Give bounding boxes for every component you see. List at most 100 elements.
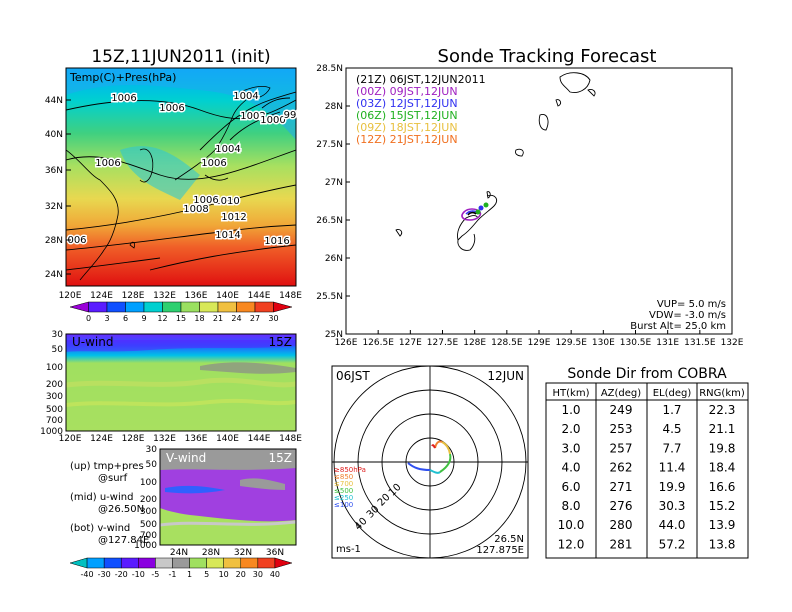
top-lat-label: 44N (45, 96, 63, 106)
v-wind-blue (165, 485, 225, 494)
isobar-label: 1006 (201, 158, 226, 169)
forecast-lat-label: 27.5N (316, 140, 343, 150)
isobar-label: 1014 (215, 230, 240, 241)
table-cell: 2.0 (561, 422, 580, 436)
top-lat-label: 36N (45, 166, 63, 176)
temp-colorbar-label: 24 (231, 314, 241, 323)
forecast-param: Burst Alt= 25.0 km (630, 321, 726, 332)
polar-alt-legend-entry: ≥850hPa (334, 466, 366, 474)
v-wind-lat-ticks: 24N 28N 32N 36N (170, 548, 284, 558)
v-lat-label: 36N (266, 548, 284, 558)
coastlines (66, 85, 271, 281)
v-wind-label: V-wind (166, 451, 206, 465)
wind-colorbar-swatch (223, 557, 242, 569)
u-wind-label: U-wind (72, 335, 113, 349)
table-cell: 57.2 (659, 537, 686, 551)
isobar-label: 006 (67, 235, 86, 246)
temp-colorbar-swatch (273, 301, 293, 313)
top-map-label: Temp(C)+Pres(hPa) (69, 71, 176, 84)
track-06z-end (483, 202, 489, 208)
table-cell: 253 (610, 422, 633, 436)
top-lat-label: 28N (45, 236, 63, 246)
polar-units: ms-1 (336, 544, 361, 555)
forecast-legend-entry: (03Z) 12JST,12JUN (356, 97, 458, 110)
wind-colorbar-swatch (257, 557, 276, 569)
forecast-lon-label: 131.5E (684, 338, 716, 348)
polar-lon: 127.875E (476, 545, 524, 556)
forecast-legend-entry: (12Z) 21JST,12JUN (356, 133, 458, 146)
table-cell: 16.6 (709, 480, 736, 494)
hodo-250 (429, 469, 441, 474)
table-cell: 262 (610, 461, 633, 475)
forecast-legend-entry: (21Z) 06JST,12JUN2011 (356, 73, 486, 86)
land-cold-region (120, 146, 200, 200)
u-p-label: 1000 (40, 427, 63, 437)
temp-colorbar-swatch (254, 301, 274, 313)
table-cell: 271 (610, 480, 633, 494)
temp-colorbar-swatch (69, 301, 89, 313)
wind-colorbar-label: -40 (81, 570, 94, 579)
isobar-label: 1002 (240, 111, 265, 122)
polar-time-label: 06JST (336, 369, 370, 383)
forecast-lat-label: 28.5N (316, 64, 343, 74)
temp-colorbar-label: 6 (123, 314, 128, 323)
v-p-label: 100 (140, 478, 157, 488)
isobar-label: 1006 (111, 93, 136, 104)
isobar-label: 1006 (95, 158, 120, 169)
u-lon-label: 148E (279, 434, 302, 444)
v-wind-frame (159, 448, 297, 546)
table-cell: 4.5 (662, 422, 681, 436)
temp-colorbar-swatch (217, 301, 237, 313)
forecast-param: VUP= 5.0 m/s (657, 299, 726, 310)
table-cell: 3.0 (561, 441, 580, 455)
wind-colorbar-swatch (206, 557, 224, 569)
isobar-label: 99 (284, 110, 297, 121)
forecast-lat-label: 25.5N (316, 292, 343, 302)
table-cell: 257 (610, 441, 633, 455)
wind-colorbar-swatch (120, 557, 139, 569)
table-header: HT(km) (553, 388, 590, 399)
forecast-lon-label: 127E (399, 338, 422, 348)
temp-colorbar-swatch (180, 301, 200, 313)
temp-colorbar-label: 9 (141, 314, 146, 323)
forecast-legend-entry: (09Z) 18JST,12JUN (356, 121, 458, 134)
forecast-lon-label: 130E (592, 338, 615, 348)
polar-lat: 26.5N (494, 534, 524, 545)
u-p-label: 100 (46, 363, 63, 373)
hodograph (407, 440, 452, 474)
temp-colorbar-label: 15 (176, 314, 186, 323)
top-lat-label: 40N (45, 130, 63, 140)
left-title: 15Z,11JUN2011 (init) (91, 47, 270, 67)
table-cell: 8.0 (561, 499, 580, 513)
temp-pressure-map: Temp(C)+Pres(hPa) 1006100610041002100099… (45, 67, 302, 323)
temp-colorbar-swatch (162, 301, 182, 313)
forecast-lat-ticks: 28.5N 28N 27.5N 27N 26.5N 26N 25.5N 25N (316, 64, 350, 340)
top-lon-label: 140E (216, 291, 239, 301)
table-cell: 13.9 (709, 518, 736, 532)
wind-colorbar-swatch (86, 557, 105, 569)
u-wind-frame (65, 333, 297, 432)
u-p-label: 200 (46, 380, 63, 390)
table-title: Sonde Dir from COBRA (567, 366, 727, 382)
top-lat-label: 24N (45, 270, 63, 280)
u-p-label: 30 (52, 330, 64, 340)
forecast-lat-label: 27N (325, 178, 343, 188)
table-cell: 30.3 (659, 499, 686, 513)
forecast-legend-entry: (00Z) 09JST,12JUN (356, 85, 458, 98)
polar-rings (332, 365, 528, 559)
table-grid (546, 383, 748, 558)
forecast-lon-label: 128E (463, 338, 486, 348)
left-legend-line: (up) tmp+pres (70, 461, 144, 472)
v-wind-time: 15Z (269, 451, 293, 465)
u-wind-jet (66, 340, 296, 352)
track-21z (467, 211, 477, 216)
wind-colorbar-label: -30 (98, 570, 111, 579)
wind-colorbar-label: 5 (204, 570, 209, 579)
sonde-tracks (461, 202, 489, 221)
wind-colorbar-label: -5 (151, 570, 159, 579)
forecast-lon-label: 128.5E (491, 338, 523, 348)
temp-colorbar-swatch (236, 301, 256, 313)
left-legend-line: @26.50N (98, 504, 144, 515)
